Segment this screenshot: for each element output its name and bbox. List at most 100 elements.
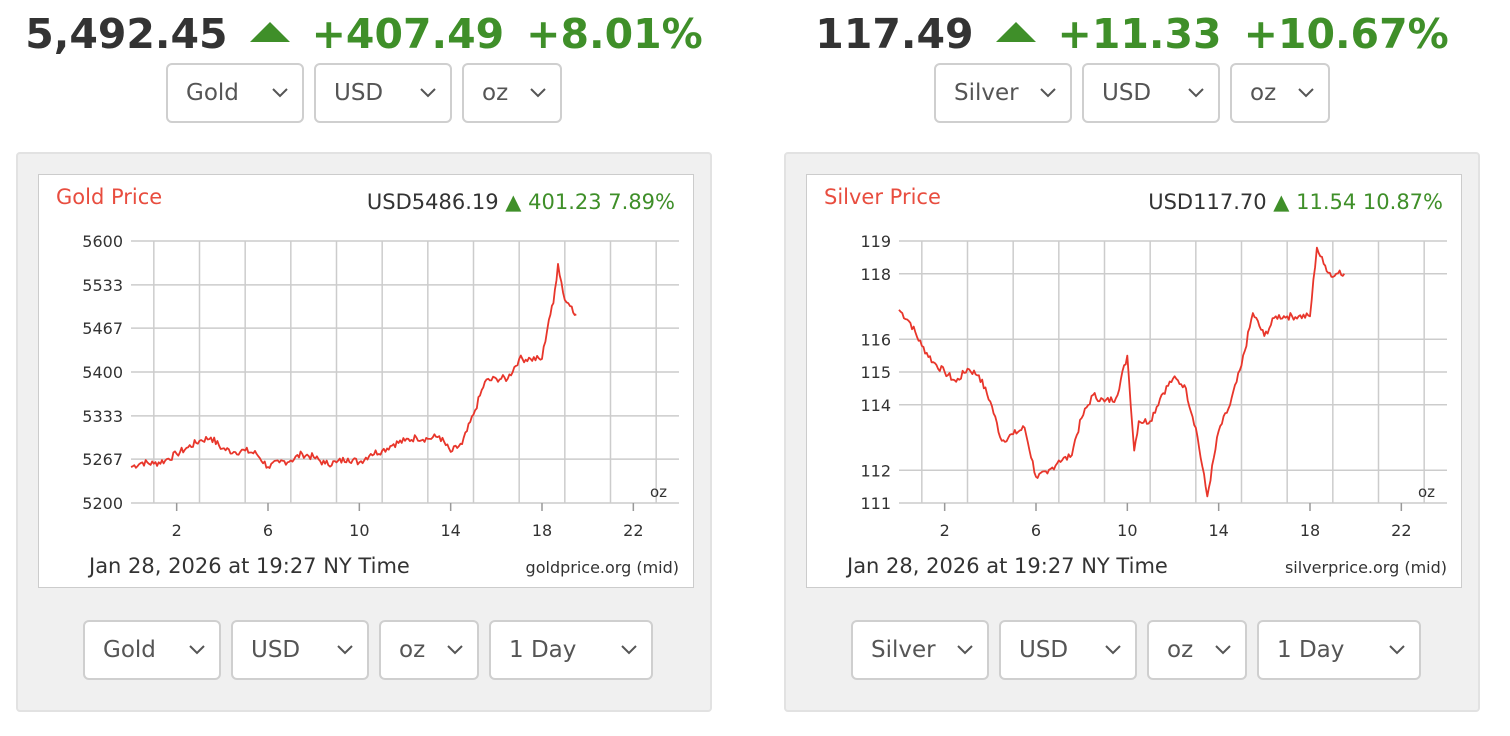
chevron-down-icon <box>1389 645 1405 655</box>
currency-select-value: USD <box>1019 637 1069 663</box>
unit-select-value: oz <box>1167 637 1194 663</box>
chevron-down-icon <box>1105 645 1121 655</box>
chevron-down-icon <box>1215 645 1231 655</box>
chart-quote-price: USD117.70 <box>1148 190 1266 214</box>
range-select[interactable]: 1 Day <box>1257 620 1421 680</box>
chart-quote-change: 401.23 <box>528 190 601 214</box>
x-tick-label: 18 <box>532 521 552 540</box>
metal-select-value: Gold <box>103 637 156 663</box>
metal-select[interactable]: Silver <box>934 63 1072 123</box>
chart-quote: USD5486.19 ▲ 401.23 7.89% <box>367 190 675 214</box>
chart-quote: USD117.70 ▲ 11.54 10.87% <box>1148 190 1443 214</box>
chevron-down-icon <box>1040 88 1056 98</box>
chart-quote-pct: 10.87% <box>1363 190 1443 214</box>
metal-select[interactable]: Silver <box>851 620 989 680</box>
x-tick-label: 18 <box>1300 521 1320 540</box>
unit-select[interactable]: oz <box>462 63 562 123</box>
x-tick-label: 22 <box>1391 521 1411 540</box>
chart-source: goldprice.org (mid) <box>526 558 679 577</box>
metal-select[interactable]: Gold <box>166 63 304 123</box>
x-tick-label: 22 <box>623 521 643 540</box>
silver-chart-box: 111 112 114 115 116 118 119 2 6 10 14 18 22 Silver P… <box>806 174 1462 588</box>
unit-select[interactable]: oz <box>1147 620 1247 680</box>
y-tick-label: 114 <box>860 396 891 415</box>
chart-quote-pct: 7.89% <box>608 190 675 214</box>
unit-select-value: oz <box>399 637 426 663</box>
unit-select[interactable]: oz <box>1230 63 1330 123</box>
x-tick-label: 10 <box>1117 521 1137 540</box>
gold-bottom-selects: Gold USD oz 1 Day <box>18 620 718 680</box>
gold-header-price: 5,492.45 <box>25 10 228 58</box>
chevron-down-icon <box>530 88 546 98</box>
chevron-down-icon <box>189 645 205 655</box>
silver-top-selects: Silver USD oz <box>782 63 1482 123</box>
currency-select[interactable]: USD <box>999 620 1137 680</box>
unit-select[interactable]: oz <box>379 620 479 680</box>
chart-quote-arrow: ▲ <box>505 190 528 214</box>
metal-select-value: Silver <box>871 637 936 663</box>
chart-timestamp: Jan 28, 2026 at 19:27 NY Time <box>87 554 410 578</box>
range-select-value: 1 Day <box>509 637 577 663</box>
metal-select-value: Gold <box>186 80 239 106</box>
y-tick-label: 115 <box>860 363 891 382</box>
range-select-value: 1 Day <box>1277 637 1345 663</box>
gold-header: 5,492.45 +407.49 +8.01% <box>14 6 714 62</box>
chart-quote-price: USD5486.19 <box>367 190 499 214</box>
silver-chart-panel: 111 112 114 115 116 118 119 2 6 10 14 18 22 Silver P… <box>784 152 1480 712</box>
y-tick-label: 112 <box>860 461 891 480</box>
chart-unit-label: oz <box>650 483 667 501</box>
silver-header: 117.49 +11.33 +10.67% <box>782 6 1482 62</box>
x-tick-label: 14 <box>1208 521 1228 540</box>
metal-select[interactable]: Gold <box>83 620 221 680</box>
currency-select[interactable]: USD <box>314 63 452 123</box>
silver-header-price: 117.49 <box>815 10 974 58</box>
currency-select-value: USD <box>334 80 384 106</box>
chevron-down-icon <box>957 645 973 655</box>
chevron-down-icon <box>1298 88 1314 98</box>
silver-header-change: +11.33 <box>1057 10 1222 58</box>
y-tick-label: 5400 <box>82 363 123 382</box>
chart-unit-label: oz <box>1418 483 1435 501</box>
chart-title: Silver Price <box>824 185 941 209</box>
chevron-down-icon <box>621 645 637 655</box>
chevron-down-icon <box>272 88 288 98</box>
chart-quote-change: 11.54 <box>1296 190 1356 214</box>
gold-chart-panel: 5200 5267 5333 5400 5467 5533 5600 2 6 10 14 18 22 G… <box>16 152 712 712</box>
silver-header-pct: +10.67% <box>1243 10 1449 58</box>
silver-chart: 111 112 114 115 116 118 119 2 6 10 14 18 22 Silver P… <box>824 185 1447 578</box>
currency-select-value: USD <box>251 637 301 663</box>
y-tick-label: 118 <box>860 265 891 284</box>
currency-select-value: USD <box>1102 80 1152 106</box>
metal-select-value: Silver <box>954 80 1019 106</box>
gold-header-change: +407.49 <box>311 10 505 58</box>
y-tick-label: 5533 <box>82 276 123 295</box>
up-arrow-icon <box>995 22 1036 42</box>
gold-chart: 5200 5267 5333 5400 5467 5533 5600 2 6 10 14 18 22 G… <box>56 185 679 578</box>
y-tick-label: 116 <box>860 330 891 349</box>
y-tick-label: 5600 <box>82 232 123 251</box>
y-tick-label: 111 <box>860 494 891 513</box>
gold-top-selects: Gold USD oz <box>14 63 714 123</box>
x-tick-label: 10 <box>349 521 369 540</box>
chevron-down-icon <box>420 88 436 98</box>
unit-select-value: oz <box>1250 80 1277 106</box>
x-tick-label: 14 <box>440 521 460 540</box>
chart-source: silverprice.org (mid) <box>1285 558 1447 577</box>
chevron-down-icon <box>447 645 463 655</box>
chevron-down-icon <box>337 645 353 655</box>
currency-select[interactable]: USD <box>1082 63 1220 123</box>
y-tick-label: 5467 <box>82 319 123 338</box>
y-tick-label: 119 <box>860 232 891 251</box>
gold-header-pct: +8.01% <box>526 10 703 58</box>
chart-title: Gold Price <box>56 185 162 209</box>
range-select[interactable]: 1 Day <box>489 620 653 680</box>
chevron-down-icon <box>1188 88 1204 98</box>
price-series-line <box>898 246 1346 498</box>
x-tick-label: 6 <box>1031 521 1041 540</box>
x-tick-label: 6 <box>263 521 273 540</box>
unit-select-value: oz <box>482 80 509 106</box>
gold-chart-box: 5200 5267 5333 5400 5467 5533 5600 2 6 10 14 18 22 G… <box>38 174 694 588</box>
chart-timestamp: Jan 28, 2026 at 19:27 NY Time <box>845 554 1168 578</box>
currency-select[interactable]: USD <box>231 620 369 680</box>
y-tick-label: 5333 <box>82 407 123 426</box>
